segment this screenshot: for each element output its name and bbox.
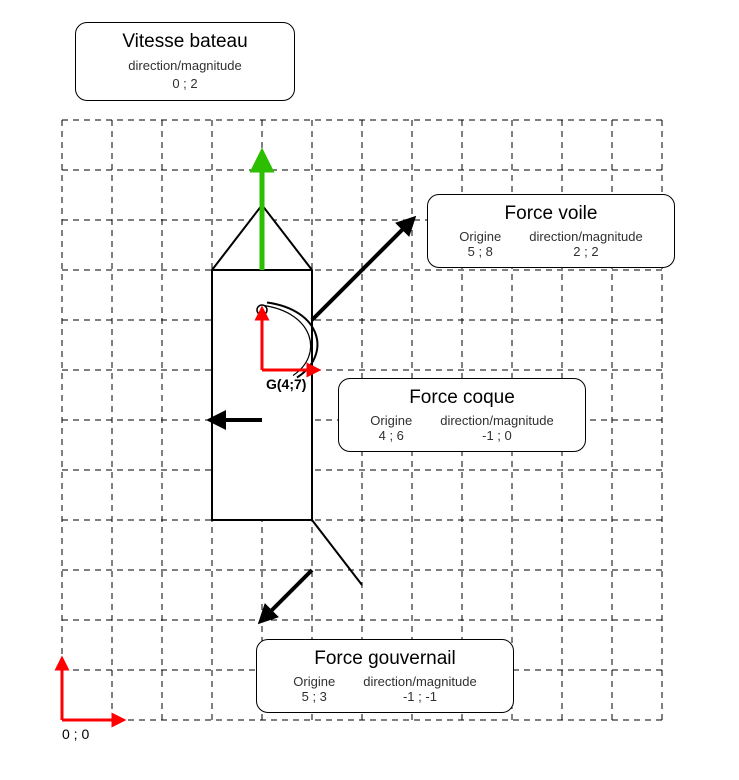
box-coque-col2h: direction/magnitude <box>440 413 553 428</box>
box-force-gouvernail: Force gouvernail Origine 5 ; 3 direction… <box>256 639 514 713</box>
origin-label: 0 ; 0 <box>62 726 89 742</box>
box-coque-col1v: 4 ; 6 <box>370 428 412 443</box>
g-label: G(4;7) <box>266 376 306 392</box>
box-voile-col1h: Origine <box>459 229 501 244</box>
box-coque-col2v: -1 ; 0 <box>440 428 553 443</box>
box-force-coque: Force coque Origine 4 ; 6 direction/magn… <box>338 378 586 452</box>
box-gouv-col1h: Origine <box>293 674 335 689</box>
box-voile-col2h: direction/magnitude <box>529 229 642 244</box>
box-gouv-col1v: 5 ; 3 <box>293 689 335 704</box>
box-vitesse-sub1: direction/magnitude <box>92 57 278 75</box>
box-gouv-col2v: -1 ; -1 <box>363 689 476 704</box>
box-coque-title: Force coque <box>355 387 569 409</box>
box-vitesse-title: Vitesse bateau <box>92 31 278 53</box>
box-coque-col1h: Origine <box>370 413 412 428</box>
box-force-voile: Force voile Origine 5 ; 8 direction/magn… <box>427 194 675 268</box>
box-voile-col1v: 5 ; 8 <box>459 244 501 259</box>
box-gouv-title: Force gouvernail <box>273 648 497 670</box>
box-voile-col2v: 2 ; 2 <box>529 244 642 259</box>
box-voile-title: Force voile <box>444 203 658 225</box>
box-vitesse-sub2: 0 ; 2 <box>92 75 278 93</box>
box-gouv-col2h: direction/magnitude <box>363 674 476 689</box>
box-vitesse-bateau: Vitesse bateau direction/magnitude 0 ; 2 <box>75 22 295 101</box>
